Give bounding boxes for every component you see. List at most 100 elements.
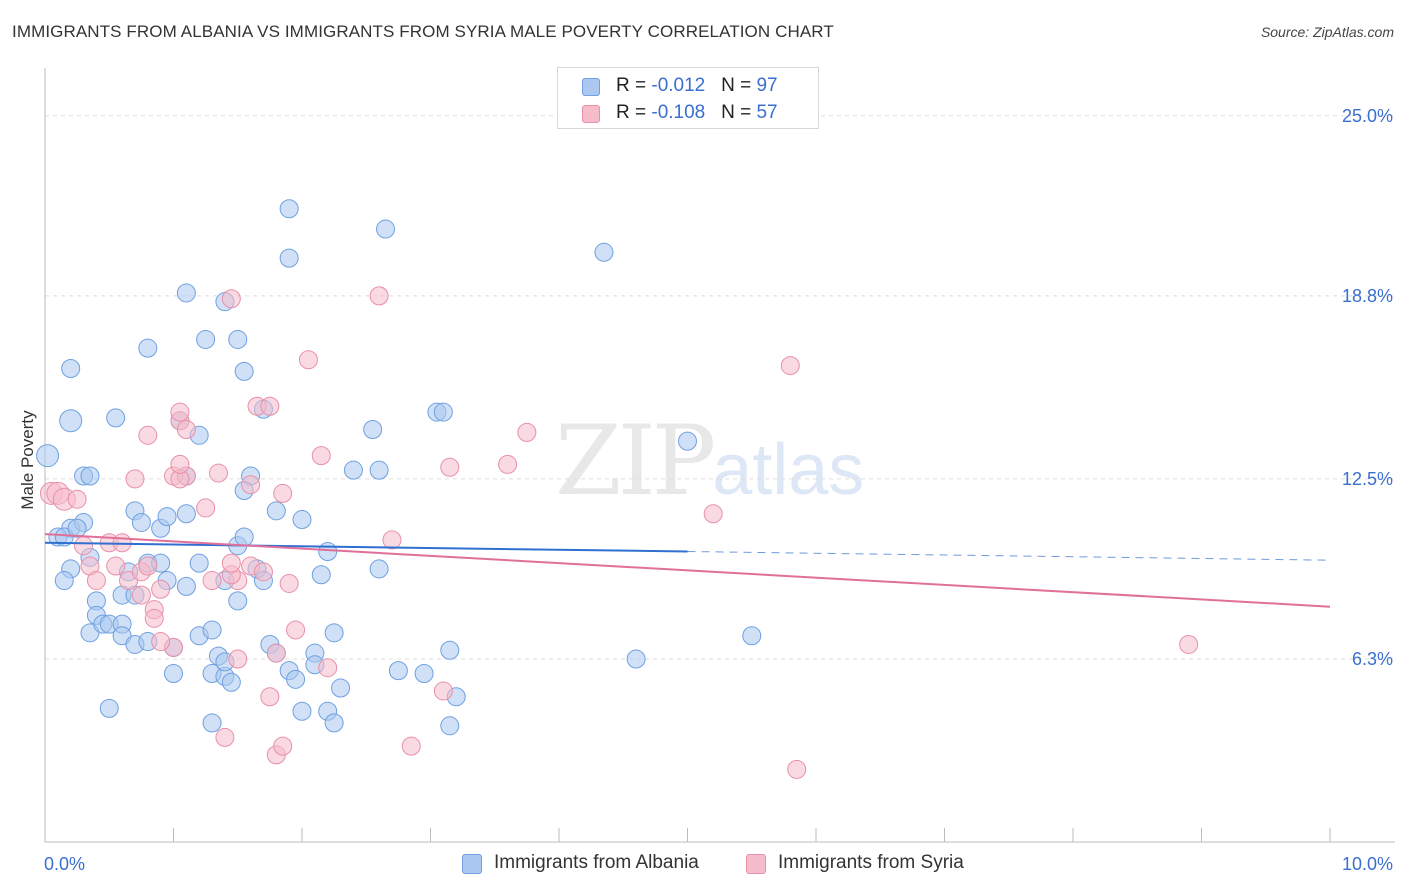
series-albania-points <box>36 199 762 736</box>
watermark-zip: ZIP <box>555 405 716 517</box>
point-albania-94 <box>594 242 614 262</box>
point-albania-75 <box>331 678 351 698</box>
point-syria-17 <box>125 469 145 489</box>
point-albania-74 <box>324 623 344 643</box>
point-albania-1 <box>59 409 83 433</box>
x-tick-label-1: 10.0% <box>1342 854 1393 874</box>
series-syria-points <box>39 286 1199 779</box>
point-syria-62 <box>1179 634 1199 654</box>
bottom-legend-label-syria: Immigrants from Syria <box>778 852 964 873</box>
point-albania-57 <box>164 664 183 684</box>
point-albania-10 <box>54 571 74 591</box>
point-albania-96 <box>678 431 697 451</box>
point-syria-42 <box>286 620 306 640</box>
point-albania-77 <box>318 542 338 562</box>
point-syria-9 <box>106 556 126 576</box>
axes <box>44 68 1395 843</box>
bottom-legend-swatch-syria <box>746 854 766 874</box>
point-albania-42 <box>234 361 254 381</box>
point-albania-62 <box>221 672 241 692</box>
point-albania-53 <box>176 576 196 596</box>
legend-swatch-syria <box>582 105 600 123</box>
point-syria-27 <box>151 632 171 652</box>
point-albania-28 <box>131 512 151 532</box>
point-albania-8 <box>67 518 87 538</box>
point-albania-64 <box>99 698 119 718</box>
trend-albania-solid <box>44 541 688 553</box>
legend-r-value-albania: -0.012 <box>651 75 706 96</box>
point-syria-56 <box>433 681 453 701</box>
point-syria-25 <box>176 419 196 439</box>
point-syria-12 <box>138 556 158 576</box>
legend-r-label-albania: R = <box>616 75 652 96</box>
watermark: ZIPatlas <box>555 405 864 517</box>
point-syria-22 <box>170 454 190 474</box>
legend-r-label-syria: R = <box>616 102 652 123</box>
point-albania-79 <box>292 510 312 530</box>
point-albania-80 <box>279 248 299 268</box>
point-albania-0 <box>36 444 60 468</box>
point-syria-45 <box>228 649 248 669</box>
point-syria-43 <box>266 643 286 663</box>
point-albania-69 <box>292 701 312 721</box>
grid <box>45 115 1395 660</box>
point-albania-37 <box>106 408 126 428</box>
point-albania-93 <box>440 716 460 736</box>
point-syria-50 <box>311 446 331 466</box>
point-albania-83 <box>363 419 383 439</box>
legend-n-value-albania: 97 <box>756 75 778 96</box>
point-syria-51 <box>318 658 338 678</box>
point-albania-4 <box>80 466 100 486</box>
chart-title: IMMIGRANTS FROM ALBANIA VS IMMIGRANTS FR… <box>12 22 834 41</box>
y-tick-label-0: 6.3% <box>1352 649 1393 669</box>
point-syria-41 <box>279 573 299 593</box>
point-syria-53 <box>382 530 402 550</box>
point-syria-24 <box>170 402 190 422</box>
source-label: Source: ZipAtlas.com <box>1260 24 1394 40</box>
point-albania-85 <box>369 460 389 480</box>
point-syria-4 <box>74 536 94 556</box>
legend-n-value-syria: 57 <box>756 102 778 123</box>
y-tick-label-3: 25.0% <box>1342 106 1393 126</box>
point-syria-39 <box>260 396 280 416</box>
point-syria-60 <box>780 356 800 376</box>
point-albania-89 <box>388 661 408 681</box>
point-albania-81 <box>279 199 299 219</box>
point-syria-16 <box>151 579 171 599</box>
point-syria-34 <box>221 553 241 573</box>
point-syria-31 <box>221 289 241 309</box>
point-syria-48 <box>273 736 293 756</box>
trend-syria <box>44 533 1331 608</box>
y-tick-label-2: 18.8% <box>1342 286 1393 306</box>
point-albania-41 <box>228 329 248 349</box>
trend-lines <box>44 533 1331 608</box>
point-albania-52 <box>189 553 209 573</box>
point-syria-46 <box>215 727 235 747</box>
point-albania-68 <box>286 669 306 689</box>
point-syria-13 <box>131 585 151 605</box>
trend-albania-dashed <box>687 551 1331 561</box>
point-syria-40 <box>273 483 293 503</box>
tick-labels: 6.3% 12.5% 18.8% 25.0% 0.0% 10.0% <box>44 106 1393 874</box>
point-syria-52 <box>369 286 389 306</box>
point-albania-39 <box>196 329 216 349</box>
point-syria-18 <box>138 425 158 445</box>
point-albania-82 <box>376 219 396 239</box>
legend-n-label-syria: N = <box>721 102 757 123</box>
y-axis-label: Male Poverty <box>18 410 37 510</box>
point-syria-55 <box>440 457 460 477</box>
point-albania-35 <box>61 358 81 378</box>
point-syria-54 <box>401 736 421 756</box>
point-albania-38 <box>176 283 196 303</box>
point-albania-95 <box>626 649 646 669</box>
point-syria-30 <box>208 463 228 483</box>
point-albania-88 <box>433 402 453 422</box>
point-albania-84 <box>343 460 363 480</box>
point-syria-3 <box>67 489 87 509</box>
point-albania-97 <box>742 626 762 646</box>
point-albania-47 <box>234 527 254 547</box>
point-albania-63 <box>202 713 222 733</box>
legend-swatch-albania <box>582 78 600 96</box>
point-albania-91 <box>440 640 460 660</box>
point-syria-49 <box>298 350 318 370</box>
